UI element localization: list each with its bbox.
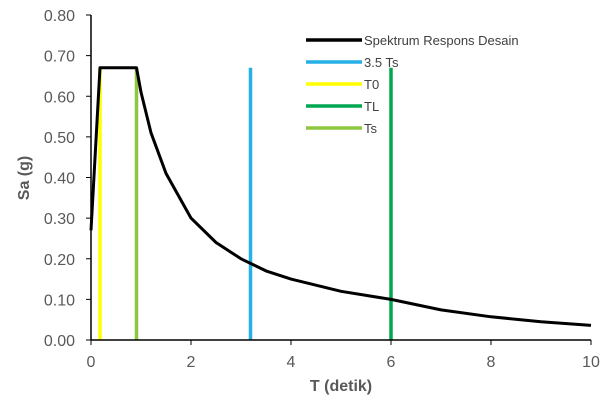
y-tick-label: 0.40 [44,171,75,188]
y-tick-label: 0.80 [44,8,75,25]
plot-area [89,66,592,340]
y-axis-title: Sa (g) [16,156,33,200]
legend-label-t0: T0 [364,77,379,92]
legend-label-ts: Ts [364,121,378,136]
x-tick-label: 2 [187,354,196,371]
legend: Spektrum Respons Desain 3.5 Ts T0 TL Ts [306,33,519,136]
legend-label-spektrum-respons-desain: Spektrum Respons Desain [364,33,519,48]
x-tick-label: 0 [87,354,96,371]
x-tick-label: 10 [582,354,600,371]
x-tick-label: 8 [487,354,496,371]
y-tick-label: 0.50 [44,130,75,147]
x-axis-title: T (detik) [310,378,372,395]
y-tick-label: 0.10 [44,292,75,309]
tick-labels: 0 2 4 6 8 10 0.00 0.10 0.20 0.30 0.40 0.50 0.60 0.70 0… [44,8,600,371]
y-tick-label: 0.20 [44,252,75,269]
x-tick-label: 6 [387,354,396,371]
legend-label-3-5-ts: 3.5 Ts [364,55,399,70]
series-line-spektrum-respons-desain [89,66,592,327]
legend-label-tl: TL [364,99,379,114]
x-tick-label: 4 [287,354,296,371]
y-tick-label: 0.60 [44,89,75,106]
y-tick-label: 0.00 [44,333,75,350]
y-tick-label: 0.30 [44,211,75,228]
y-tick-label: 0.70 [44,49,75,66]
axes [86,14,592,345]
